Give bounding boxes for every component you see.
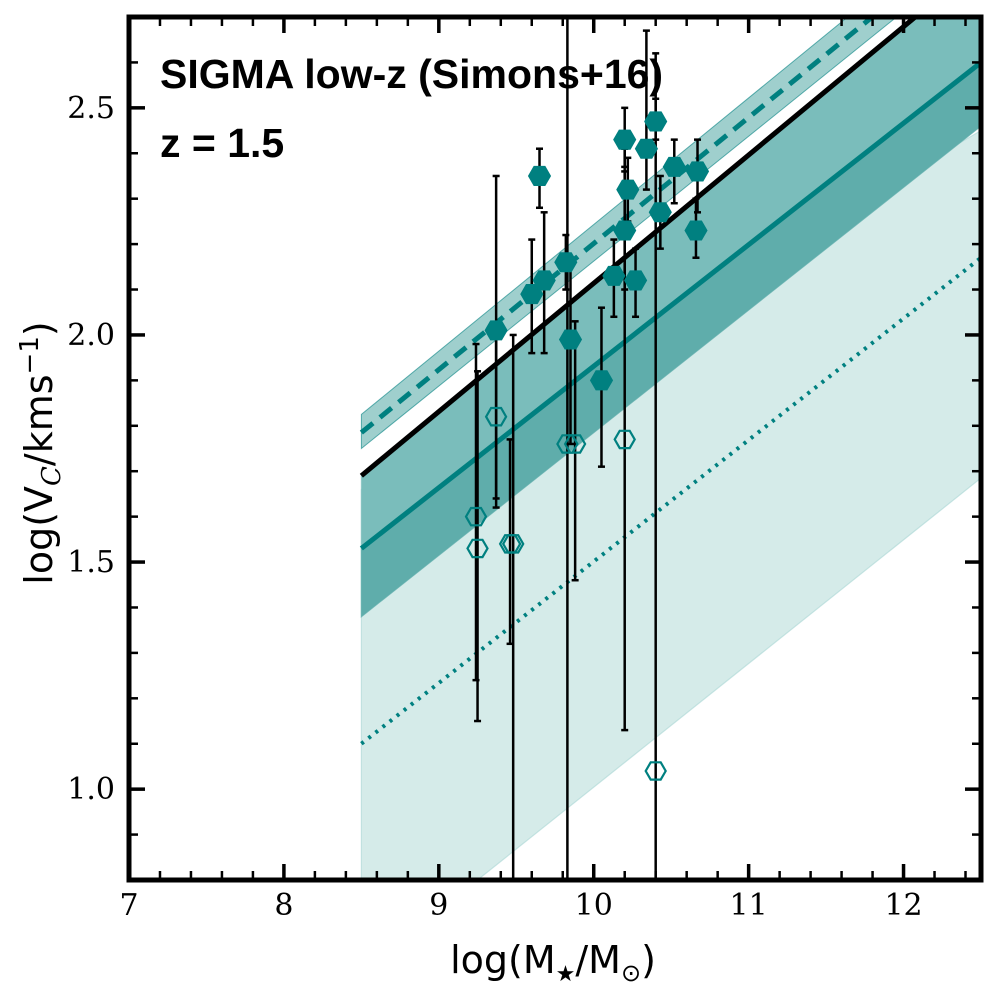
data-point-filled	[484, 320, 508, 341]
data-point-filled	[616, 179, 640, 200]
annotation-dataset: SIGMA low-z (Simons+16)	[160, 51, 663, 97]
lines-layer	[359, 17, 981, 746]
errorbar-open-8	[652, 52, 660, 880]
data-point-filled	[624, 270, 648, 291]
data-point-filled	[634, 138, 658, 159]
y-tick-label: 1.5	[67, 545, 115, 580]
data-point-filled	[684, 220, 708, 241]
y-axis-title-end: )	[17, 321, 61, 336]
x-axis-title-end: )	[641, 938, 656, 982]
y-axis-title-mid: /kms	[17, 374, 61, 466]
x-tick-label: 7	[119, 888, 138, 923]
x-tick-label: 9	[429, 888, 448, 923]
data-point-filled	[532, 270, 556, 291]
black-solid-relation	[359, 17, 920, 478]
data-point-filled	[613, 129, 637, 150]
x-tick-label: 12	[884, 888, 922, 923]
plot-frame	[126, 14, 984, 883]
data-point-filled	[648, 202, 672, 223]
errorbar-open-1	[474, 370, 482, 723]
x-axis-title: log(M★/M⊙)	[450, 938, 656, 987]
y-axis-title: log(VC/kms−1)	[15, 321, 67, 584]
data-point-open	[613, 429, 636, 450]
data-point-open	[644, 761, 667, 781]
data-point-filled	[558, 329, 583, 350]
errorbar-open-4	[509, 333, 517, 880]
data-point-open	[501, 534, 525, 554]
x-tick-label: 8	[274, 888, 293, 923]
data-point-open	[466, 538, 489, 559]
x-axis-title-mid: /M	[575, 938, 621, 982]
data-point-open	[464, 506, 488, 527]
x-axis-title-sub-star: ★	[556, 962, 576, 987]
y-axis-title-base: log(V	[17, 486, 61, 585]
data-point-open	[563, 434, 587, 454]
x-tick-label: 11	[730, 888, 768, 923]
y-tick-label: 2.0	[67, 318, 115, 353]
errorbar-filled-12	[642, 29, 650, 191]
tick-labels-layer: 7 8 9 10 11 12 1.0 1.5 2.0 2.5	[67, 91, 922, 923]
x-tick-label: 10	[575, 888, 613, 923]
data-point-filled	[644, 111, 668, 132]
y-axis-title-sup: −1	[15, 336, 45, 374]
errorbar-open-6	[571, 320, 579, 582]
data-point-open	[484, 406, 508, 427]
data-point-filled	[685, 161, 710, 182]
data-point-filled	[554, 252, 578, 273]
points-layer	[464, 111, 710, 781]
data-point-filled	[613, 220, 637, 241]
y-axis-title-sub: C	[37, 466, 67, 486]
y-tick-label: 1.0	[67, 772, 115, 807]
data-point-filled	[589, 370, 614, 391]
data-point-filled	[527, 165, 552, 186]
teal-dashed-relation	[359, 17, 877, 435]
annotation-redshift: z = 1.5	[160, 120, 284, 166]
y-tick-label: 2.5	[67, 91, 115, 126]
data-point-filled	[602, 265, 626, 286]
x-axis-title-sub-sun: ⊙	[621, 959, 641, 987]
data-point-filled	[662, 156, 686, 177]
x-axis-title-base: log(M	[450, 938, 556, 982]
teal-solid-relation	[359, 60, 981, 551]
